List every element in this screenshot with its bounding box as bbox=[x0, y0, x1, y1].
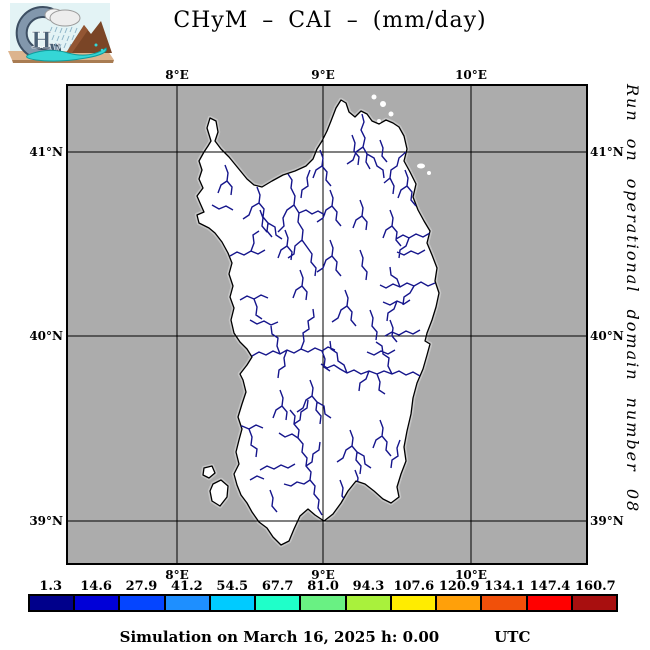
simulation-caption: Simulation on March 16, 2025 h: 0.00 UTC bbox=[0, 628, 650, 646]
colorbar-segment bbox=[210, 596, 257, 610]
sardinia-map-svg bbox=[66, 84, 588, 565]
lon-label-bottom-8e: 8°E bbox=[165, 568, 189, 582]
colorbar-segment bbox=[30, 596, 76, 610]
map-frame bbox=[66, 84, 588, 565]
colorbar-segment bbox=[482, 596, 528, 610]
colorbar-tick-label: 107.6 bbox=[393, 579, 435, 594]
colorbar-segment bbox=[165, 596, 211, 610]
colorbar-segment bbox=[256, 596, 302, 610]
offshore-islets bbox=[371, 94, 431, 175]
colorbar-segment bbox=[346, 596, 392, 610]
colorbar-tick-label: 67.7 bbox=[261, 579, 294, 594]
colorbar-segment bbox=[301, 596, 347, 610]
svg-text:H: H bbox=[31, 28, 52, 54]
colorbar-tick-label: 94.3 bbox=[352, 579, 385, 594]
colorbar-tick-label: 134.1 bbox=[484, 579, 525, 594]
lat-label-left-40n: 40°N bbox=[29, 329, 63, 343]
lon-label-top-8e: 8°E bbox=[165, 68, 189, 82]
colorbar-tick-label: 41.2 bbox=[171, 579, 203, 594]
lon-label-bottom-10e: 10°E bbox=[455, 568, 487, 582]
lat-label-right-39n: 39°N bbox=[590, 514, 624, 528]
simulation-date-text: Simulation on March 16, 2025 h: 0.00 bbox=[119, 628, 440, 646]
chym-logo-icon: H y bbox=[8, 3, 114, 63]
colorbar-tick-label: 147.4 bbox=[529, 579, 571, 594]
lon-label-bottom-9e: 9°E bbox=[311, 568, 335, 582]
colorbar-segment bbox=[437, 596, 483, 610]
chym-logo: H y bbox=[8, 3, 114, 63]
colorbar-segment bbox=[527, 596, 573, 610]
colorbar-segment bbox=[75, 596, 121, 610]
river-network bbox=[211, 113, 436, 516]
run-domain-note: Run on operational domain number 08 bbox=[623, 84, 642, 514]
colorbar-segment bbox=[391, 596, 438, 610]
colorbar-tick-label: 81.0 bbox=[307, 579, 339, 594]
colorbar-tick-label: 1.3 bbox=[39, 579, 62, 594]
lat-label-left-41n: 41°N bbox=[29, 145, 63, 159]
colorbar-segment bbox=[572, 596, 617, 610]
colorbar-segment bbox=[120, 596, 166, 610]
coordinate-grid bbox=[66, 84, 588, 565]
lon-label-top-10e: 10°E bbox=[455, 68, 487, 82]
page-title: CHyM – CAI – (mm/day) bbox=[173, 8, 487, 33]
colorbar bbox=[28, 594, 618, 612]
lat-label-right-41n: 41°N bbox=[590, 145, 624, 159]
timezone-label: UTC bbox=[494, 628, 531, 646]
lat-label-left-39n: 39°N bbox=[29, 514, 63, 528]
colorbar-tick-label: 160.7 bbox=[575, 579, 616, 594]
colorbar-tick-label: 54.5 bbox=[216, 579, 249, 594]
model-domain-map bbox=[66, 84, 588, 565]
lon-label-top-9e: 9°E bbox=[311, 68, 335, 82]
colorbar-tick-label: 27.9 bbox=[125, 579, 158, 594]
lat-label-right-40n: 40°N bbox=[590, 329, 624, 343]
colorbar-labels: 1.3 14.6 27.9 41.2 54.5 67.7 81.0 94.3 107.6 120.… bbox=[28, 579, 618, 594]
colorbar-tick-label: 120.9 bbox=[438, 579, 480, 594]
colorbar-tick-label: 14.6 bbox=[80, 579, 112, 594]
sardinia-island bbox=[196, 99, 440, 546]
